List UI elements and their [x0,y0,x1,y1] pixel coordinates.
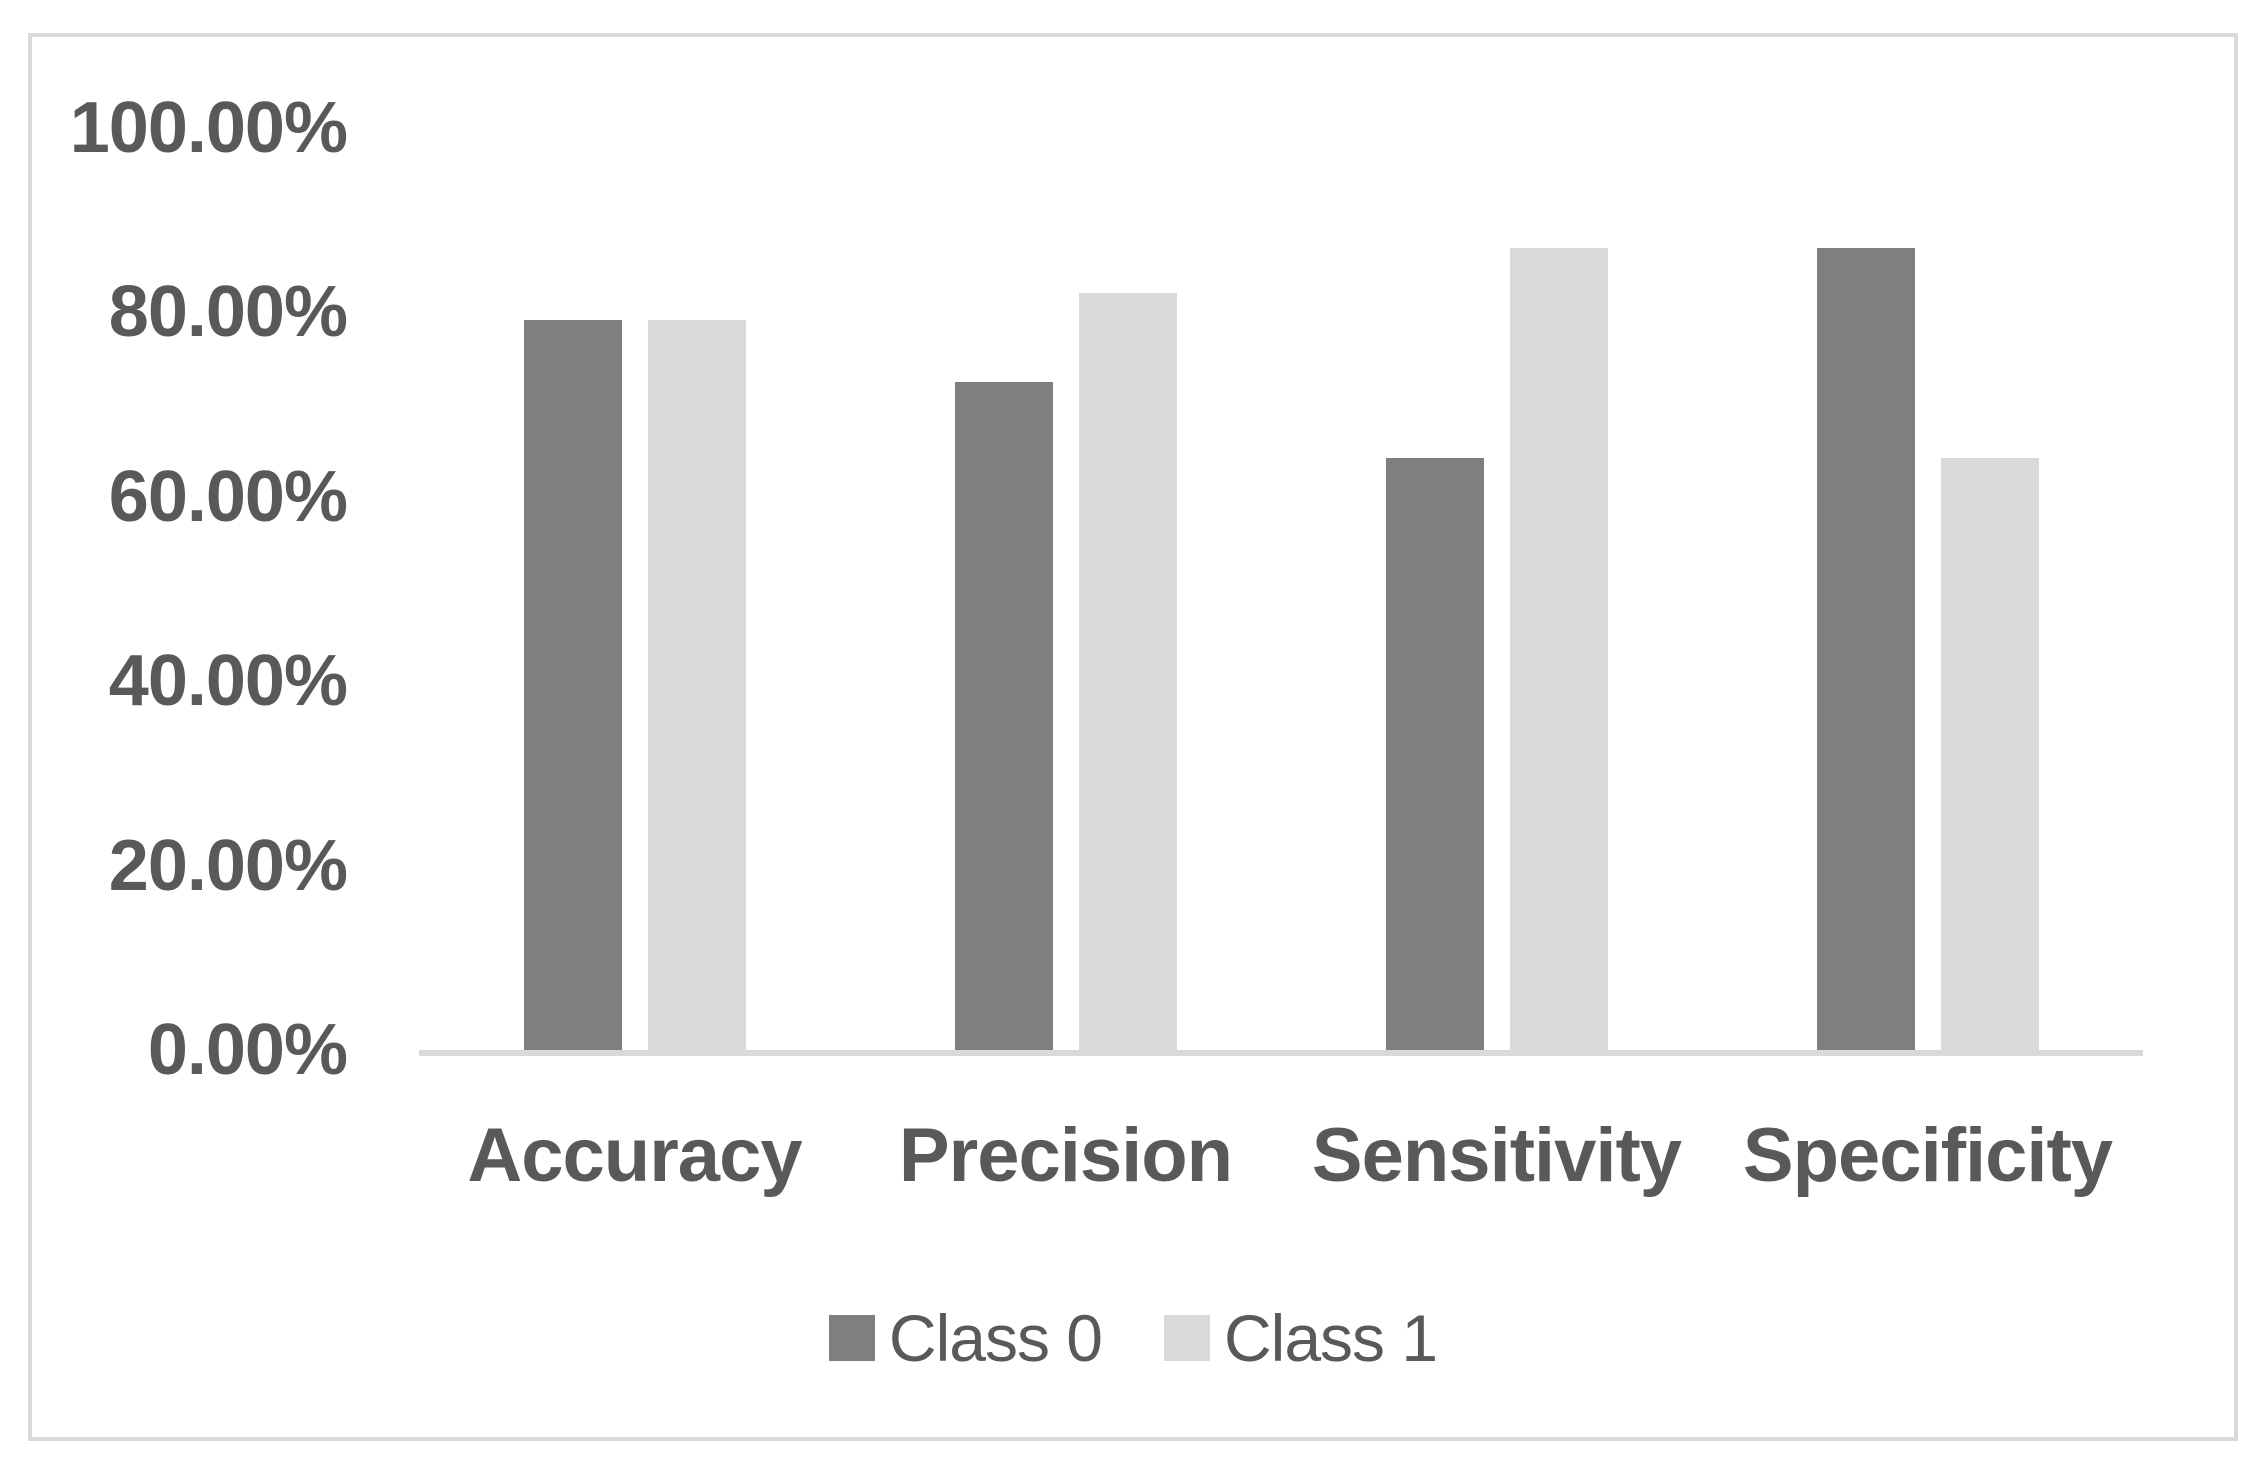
y-axis-tick-label-0: 0.00% [147,1010,348,1090]
legend-item-class-0: Class 0 [828,1300,1103,1376]
y-axis-tick-label-20: 20.00% [108,825,348,906]
bar-class-0-accuracy [523,319,622,1050]
bar-class-1-accuracy [647,319,746,1050]
y-axis-tick-label-100: 100.00% [69,88,348,168]
y-axis-tick-label-80: 80.00% [108,272,348,353]
legend-item-class-1: Class 1 [1164,1300,1438,1376]
y-axis-tick-label-40: 40.00% [108,641,348,722]
bar-group-precision [954,293,1177,1050]
legend: Class 0 Class 1 [28,1296,2238,1380]
legend-label-class-1: Class 1 [1224,1301,1438,1375]
plot-area [419,128,2143,1056]
bar-group-specificity [1816,247,2039,1050]
bar-class-1-specificity [1940,458,2039,1050]
bar-group-accuracy [523,319,746,1050]
legend-label-class-0: Class 0 [888,1301,1103,1375]
bar-class-1-precision [1078,293,1177,1050]
y-axis: 100.00% 80.00% 60.00% 40.00% 20.00% 0.00% [0,0,348,1471]
bar-class-1-sensitivity [1509,247,1608,1050]
x-axis-line [419,1050,2143,1056]
bar-class-0-precision [954,381,1053,1050]
bar-class-0-specificity [1816,247,1915,1050]
legend-swatch-icon-class-1 [1164,1315,1210,1361]
x-axis-label-precision: Precision [898,1113,1233,1198]
legend-swatch-icon-class-0 [828,1315,875,1361]
x-axis-label-sensitivity: Sensitivity [1311,1113,1682,1198]
bar-class-0-sensitivity [1385,458,1484,1050]
y-axis-tick-label-60: 60.00% [108,456,348,537]
bar-group-sensitivity [1385,247,1608,1050]
x-axis-label-accuracy: Accuracy [467,1113,802,1198]
x-axis-label-specificity: Specificity [1742,1113,2113,1198]
